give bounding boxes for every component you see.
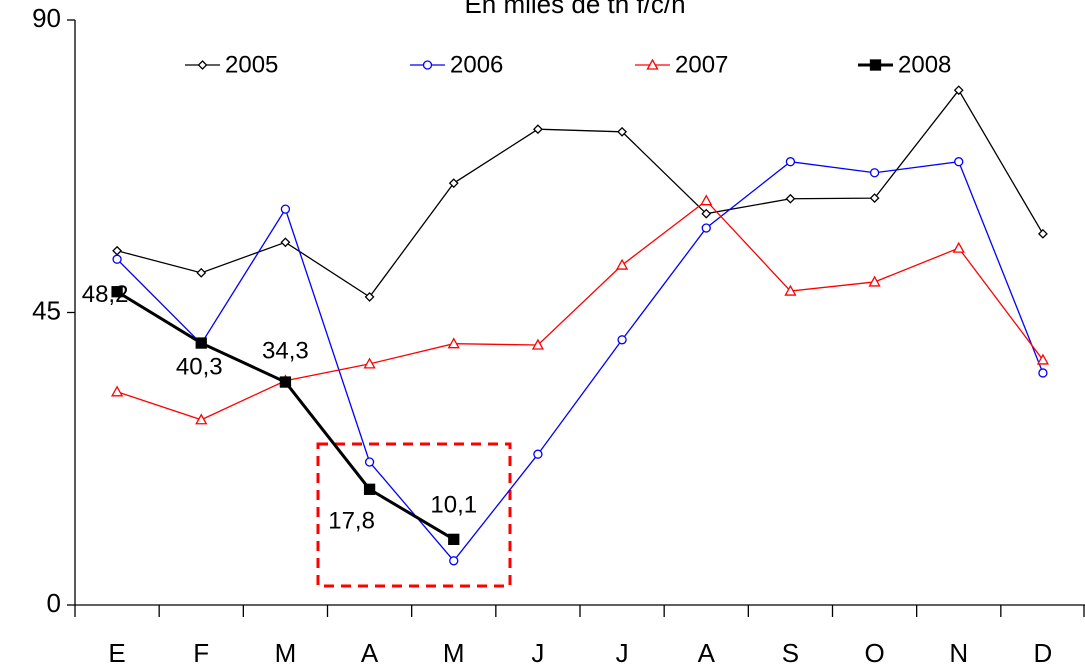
data-point [701, 208, 712, 219]
legend-label: 2006 [450, 51, 503, 78]
x-tick-label: J [531, 638, 544, 668]
data-label: 48,2 [82, 281, 129, 308]
data-point [112, 254, 122, 264]
data-point [448, 178, 459, 189]
data-point [532, 124, 543, 135]
data-point [869, 168, 880, 178]
data-label: 34,3 [262, 337, 309, 364]
data-point [785, 193, 796, 204]
series-line [116, 89, 1044, 298]
x-tick-label: D [1034, 638, 1053, 668]
data-point [364, 291, 375, 302]
data-point [449, 556, 459, 566]
data-point [615, 258, 629, 270]
series-line [116, 160, 1044, 562]
x-tick-label: N [949, 638, 968, 668]
data-point [195, 337, 207, 349]
y-tick-label: 90 [32, 3, 61, 33]
x-tick-label: E [108, 638, 125, 668]
x-tick-label: M [275, 638, 297, 668]
data-point [195, 413, 208, 425]
data-point [617, 335, 627, 345]
data-label: 10,1 [430, 492, 477, 519]
data-point [869, 193, 880, 204]
data-point [447, 337, 460, 349]
data-point [111, 286, 123, 298]
data-point [112, 245, 123, 256]
legend-label: 2008 [898, 51, 951, 78]
data-point [954, 157, 964, 167]
data-point [363, 357, 376, 369]
data-label: 17,8 [328, 508, 375, 535]
legend-marker [869, 59, 882, 71]
data-point [280, 204, 291, 214]
x-tick-label: M [443, 638, 465, 668]
data-point [1036, 353, 1050, 365]
series-line [116, 199, 1044, 421]
x-tick-label: O [864, 638, 884, 668]
data-point [110, 385, 124, 397]
data-point [279, 376, 292, 388]
legend-marker [422, 60, 433, 70]
data-label: 40,3 [176, 353, 223, 380]
legend-label: 2005 [225, 51, 278, 78]
data-point [700, 194, 713, 206]
data-point [784, 284, 797, 296]
data-point [196, 267, 207, 278]
x-tick-label: A [361, 638, 379, 668]
data-point [701, 223, 711, 233]
highlight-box [316, 442, 512, 588]
data-point [364, 457, 375, 467]
data-point [363, 483, 376, 495]
y-tick-label: 45 [32, 295, 61, 325]
x-tick-label: J [616, 638, 629, 668]
y-tick-label: 0 [47, 588, 61, 618]
data-point [533, 449, 543, 459]
x-tick-label: S [782, 638, 799, 668]
chart-title: En miles de tn f/c/h [464, 0, 685, 19]
legend-marker [197, 60, 208, 70]
data-point [531, 338, 545, 350]
data-point [617, 126, 628, 137]
legend-label: 2007 [675, 51, 728, 78]
x-tick-label: A [698, 638, 716, 668]
data-point [952, 241, 965, 253]
data-point [1038, 368, 1048, 378]
data-point [1038, 228, 1048, 239]
legend-marker [646, 58, 659, 70]
x-tick-label: F [193, 638, 209, 668]
data-point [868, 275, 881, 287]
data-point [280, 237, 291, 248]
data-point [785, 157, 796, 167]
data-point [448, 533, 460, 545]
data-point [953, 85, 964, 96]
